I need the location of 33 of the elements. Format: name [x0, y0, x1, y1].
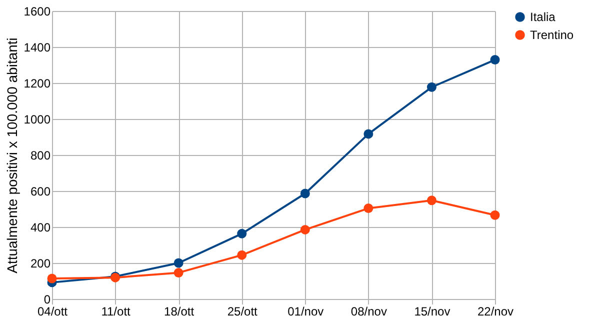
y-tick-label: 0 [44, 292, 51, 306]
x-tick-label: 08/nov [350, 304, 387, 318]
point [47, 274, 57, 284]
point [426, 82, 436, 92]
point [174, 258, 184, 268]
y-tick-label: 200 [30, 256, 51, 270]
point [364, 204, 374, 214]
x-tick-label: 18/ott [164, 304, 195, 318]
y-tick-label: 1400 [24, 40, 51, 54]
y-tick-label: 600 [30, 184, 51, 198]
x-tick-label: 22/nov [477, 304, 514, 318]
y-tick-label: 1600 [24, 4, 51, 18]
point [364, 129, 374, 139]
x-tick-label: 11/ott [101, 304, 132, 318]
x-tick-label: 15/nov [414, 304, 450, 318]
y-tick-label: 800 [30, 148, 51, 162]
point [237, 228, 247, 238]
point [300, 188, 310, 198]
x-tick-label: 04/ott [37, 304, 68, 318]
point [490, 210, 500, 220]
point [174, 268, 184, 278]
y-tick-label: 1000 [24, 112, 51, 126]
y-tick-label: 1200 [24, 76, 51, 90]
point [426, 196, 436, 206]
legend-label: Trentino [530, 28, 574, 42]
point [237, 250, 247, 260]
x-tick-label: 25/ott [227, 304, 258, 318]
point [300, 224, 310, 234]
point [490, 55, 500, 65]
y-tick-label: 400 [30, 220, 51, 234]
x-tick-label: 01/nov [288, 304, 324, 318]
y-axis-title: Attualmente positivi x 100.000 abitanti [4, 38, 20, 274]
legend-label: Italia [530, 10, 556, 24]
